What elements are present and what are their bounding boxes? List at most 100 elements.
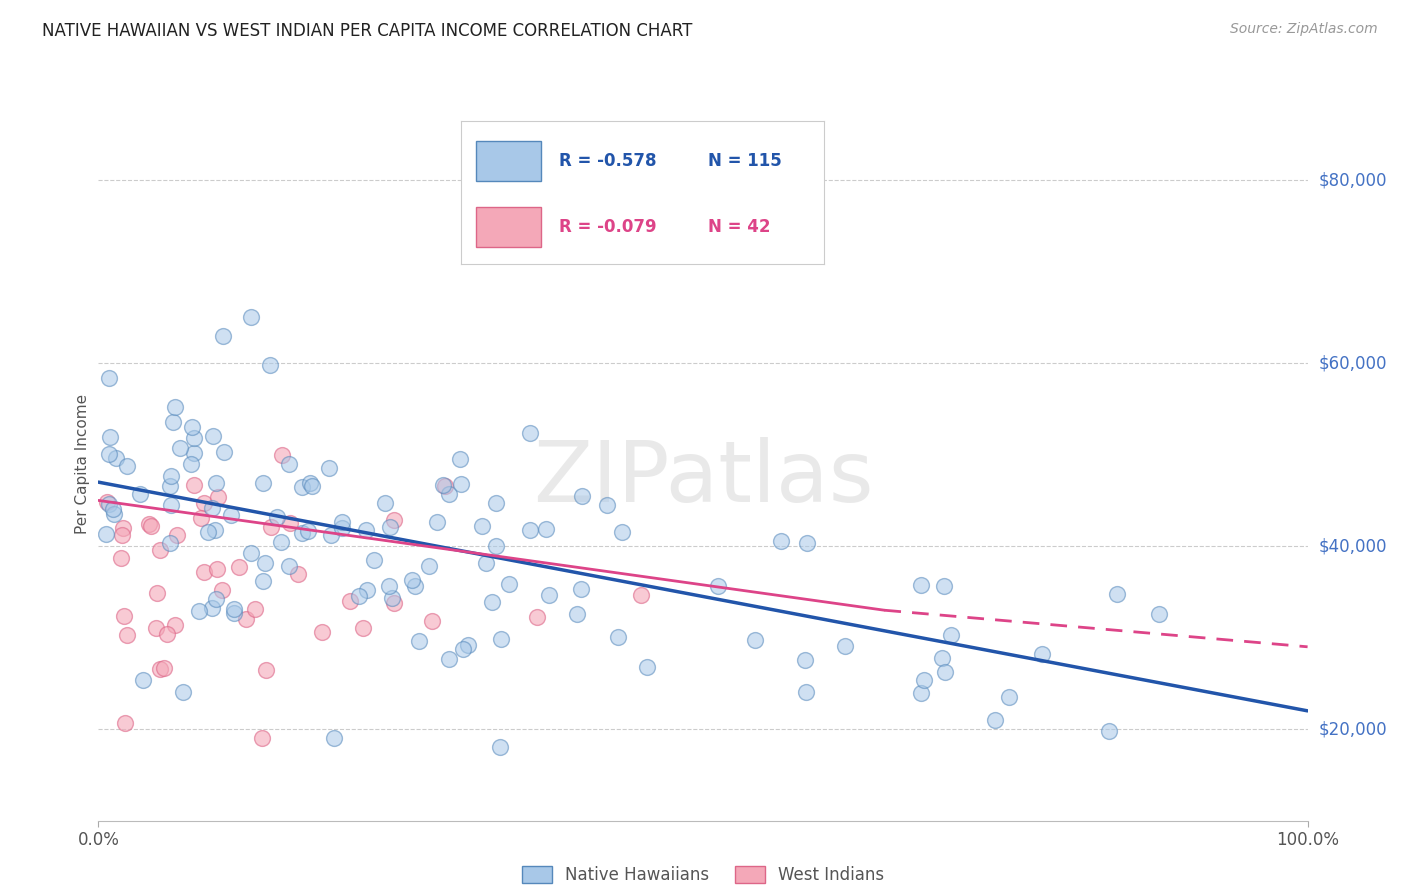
Point (207, 490, 229, 504)
Point (489, 740, 512, 755)
Point (612, 524, 634, 539)
Point (115, 628, 138, 642)
Point (219, 508, 242, 522)
Point (596, 498, 619, 512)
Point (96, 527, 118, 541)
Point (166, 528, 188, 542)
Point (352, 621, 374, 635)
Point (240, 310, 263, 325)
Point (363, 552, 385, 566)
Point (188, 605, 211, 619)
Point (475, 556, 498, 570)
Point (190, 510, 212, 524)
Point (165, 400, 187, 414)
Point (420, 614, 443, 628)
Point (160, 498, 183, 512)
Point (433, 479, 456, 493)
Point (471, 518, 494, 533)
Point (485, 496, 508, 510)
Point (534, 522, 557, 536)
Point (318, 460, 340, 475)
Point (1147, 607, 1170, 622)
Point (287, 567, 309, 582)
Point (378, 579, 401, 593)
Point (984, 713, 1007, 727)
Point (769, 534, 792, 549)
Point (354, 523, 377, 537)
Point (571, 489, 593, 503)
Point (291, 525, 314, 540)
Point (149, 542, 172, 557)
Point (796, 535, 818, 549)
Point (381, 591, 404, 606)
Point (243, 602, 266, 616)
Point (404, 579, 426, 593)
Point (105, 450, 128, 465)
Point (418, 558, 440, 573)
Point (159, 479, 181, 493)
Point (489, 632, 512, 647)
Point (271, 448, 294, 462)
Point (519, 523, 541, 537)
Point (115, 458, 138, 473)
Point (153, 660, 176, 674)
Point (910, 578, 932, 592)
Point (323, 731, 346, 746)
Point (278, 516, 301, 530)
Text: $80,000: $80,000 (1319, 171, 1388, 189)
Point (630, 588, 652, 602)
Point (834, 639, 856, 653)
Point (149, 662, 172, 676)
Point (163, 618, 186, 632)
Point (339, 594, 361, 608)
Point (330, 515, 353, 529)
Point (910, 686, 932, 700)
Point (1107, 587, 1129, 601)
Point (235, 612, 257, 626)
Point (298, 475, 321, 490)
Point (156, 626, 179, 640)
Point (159, 535, 181, 549)
Point (931, 651, 953, 665)
Point (498, 577, 520, 591)
Point (426, 515, 449, 529)
Text: NATIVE HAWAIIAN VS WEST INDIAN PER CAPITA INCOME CORRELATION CHART: NATIVE HAWAIIAN VS WEST INDIAN PER CAPIT… (42, 22, 693, 40)
Point (205, 592, 228, 607)
Y-axis label: Per Capita Income: Per Capita Income (75, 393, 90, 534)
Point (260, 520, 283, 534)
Point (183, 431, 205, 445)
Point (291, 480, 314, 494)
Point (932, 579, 955, 593)
Point (172, 685, 194, 699)
Point (193, 496, 215, 510)
Point (204, 523, 226, 537)
Point (1031, 647, 1053, 661)
Point (254, 663, 277, 677)
Point (112, 521, 135, 535)
Point (139, 518, 162, 533)
Point (145, 621, 167, 635)
Point (205, 475, 228, 490)
Point (197, 525, 219, 540)
Point (211, 582, 233, 597)
Point (538, 588, 561, 602)
Point (457, 638, 479, 652)
Point (183, 478, 205, 492)
Point (380, 520, 402, 534)
Text: Source: ZipAtlas.com: Source: ZipAtlas.com (1230, 22, 1378, 37)
Point (211, 328, 233, 343)
Point (98, 447, 121, 461)
Point (181, 420, 204, 434)
Point (259, 358, 281, 372)
Point (912, 673, 935, 688)
Text: $20,000: $20,000 (1319, 720, 1388, 739)
Point (401, 574, 423, 588)
Point (707, 579, 730, 593)
Legend: Native Hawaiians, West Indians: Native Hawaiians, West Indians (516, 859, 890, 891)
Point (347, 589, 370, 603)
Point (201, 428, 224, 442)
Point (432, 478, 454, 492)
Point (297, 524, 319, 539)
Point (222, 606, 245, 620)
Point (128, 487, 150, 501)
